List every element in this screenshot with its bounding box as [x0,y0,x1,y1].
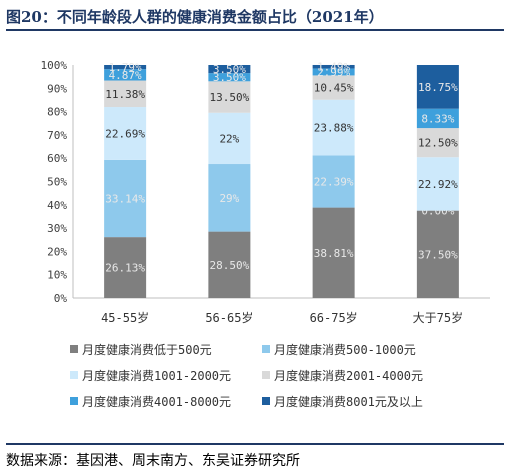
data-label: 28.50% [210,259,250,272]
figure-title: 图20：不同年龄段人群的健康消费金额占比（2021年） [6,8,384,26]
y-tick-label: 50% [47,176,67,189]
x-tick-label: 45-55岁 [101,310,149,325]
y-tick-label: 100% [41,59,68,72]
data-label: 11.38% [105,88,145,101]
data-label: 38.81% [314,247,354,260]
x-tick-label: 66-75岁 [310,310,358,325]
y-tick-label: 10% [47,269,67,282]
legend-label: 月度健康消费4001-8000元 [82,394,231,409]
data-label: 22.92% [418,178,458,191]
y-tick-label: 0% [54,292,68,305]
x-tick-label: 大于75岁 [413,310,463,325]
bar-segment [312,64,355,69]
data-label: 22.69% [105,127,145,140]
y-tick-label: 60% [47,152,67,165]
legend-label: 月度健康消费2001-4000元 [274,368,423,383]
bar-segment [104,237,147,298]
x-tick-label: 56-65岁 [205,310,253,325]
data-label: 8.33% [421,112,454,125]
bar-segment [104,159,147,238]
data-label: 18.75% [418,81,458,94]
data-label: 29% [219,192,239,205]
legend-swatch [70,371,78,379]
bar-segment [416,65,459,109]
y-tick-label: 30% [47,222,67,235]
title-rule [6,29,504,31]
legend-label: 月度健康消费8001元及以上 [274,394,423,409]
data-label: 12.50% [418,137,458,150]
bar-segment [416,157,459,211]
source-note: 数据来源：基因港、周末南方、东吴证券研究所 [6,453,300,469]
y-tick-label: 70% [47,129,67,142]
bar-segment [208,65,251,74]
source-rule [6,443,504,445]
y-tick-label: 80% [47,106,67,119]
data-label: 10.45% [314,82,354,95]
bar-segment [416,128,459,158]
bar-segment [208,164,251,232]
data-label: 3.50% [213,63,246,76]
data-label: 33.14% [105,193,145,206]
bar-segment [312,75,355,100]
bar-segment [312,99,355,156]
bar-segment [104,107,147,160]
bar-segment [312,155,355,208]
data-label: 4.87% [109,69,142,82]
bar-segment [208,112,251,165]
bar-segment [104,65,147,70]
legend-swatch [262,397,270,405]
legend-label: 月度健康消费低于500元 [82,342,212,357]
data-label: 22% [219,132,239,145]
y-tick-label: 40% [47,199,67,212]
legend-label: 月度健康消费500-1000元 [274,342,416,357]
bar-segment [416,108,459,129]
data-label: 1.79% [109,61,142,74]
data-label: 1.49% [317,61,350,74]
bar-segment [104,69,147,81]
data-label: 2.99% [317,66,350,79]
data-label: 23.88% [314,122,354,135]
y-tick-label: 90% [47,82,67,95]
bar-segment [312,207,355,298]
bar-segment [208,81,251,113]
data-label: 13.50% [210,91,250,104]
bar-segment [312,68,355,76]
data-label: 22.39% [314,175,354,188]
data-label: 26.13% [105,262,145,275]
legend-swatch [70,397,78,405]
bar-segment [208,231,251,298]
bar-segment [104,80,147,108]
legend-swatch [262,345,270,353]
legend-swatch [70,345,78,353]
bar-segment [416,210,459,298]
data-label: 3.50% [213,71,246,84]
data-label: 37.50% [418,248,458,261]
legend-label: 月度健康消费1001-2000元 [82,368,231,383]
y-tick-label: 20% [47,245,67,258]
legend-swatch [262,371,270,379]
bar-segment [208,73,251,82]
